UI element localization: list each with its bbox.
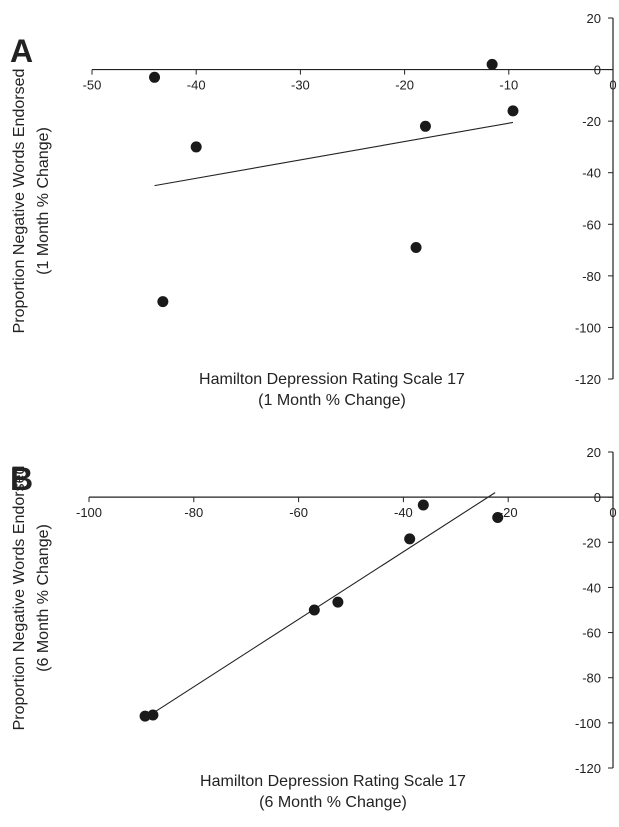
data-point <box>308 604 320 616</box>
x-tick-label: -60 <box>289 505 308 520</box>
trendline <box>154 121 514 187</box>
data-points <box>149 58 519 308</box>
y-axis-label-line1: Proportion Negative Words Endorsed <box>11 466 28 731</box>
x-tick-label: -20 <box>395 78 414 93</box>
x-tick-label: -40 <box>394 505 413 520</box>
y-tick-label: -120 <box>575 761 601 776</box>
data-point <box>419 120 431 132</box>
y-axis-label-line2: (6 Month % Change) <box>35 524 52 672</box>
data-point <box>417 499 429 511</box>
x-axis-label-line2: (6 Month % Change) <box>259 794 407 811</box>
y-tick-label: -60 <box>582 217 601 232</box>
y-tick-label: 20 <box>587 11 601 26</box>
y-axis-label: Proportion Negative Words Endorsed (6 Mo… <box>11 466 52 731</box>
y-tick-label: -100 <box>575 320 601 335</box>
panel-label: B <box>10 461 33 497</box>
x-axis-label: Hamilton Depression Rating Scale 17 (6 M… <box>200 773 466 811</box>
x-tick-label: -80 <box>184 505 203 520</box>
y-tick-label: -40 <box>582 580 601 595</box>
y-tick-label: 20 <box>587 445 601 460</box>
x-tick-label: 0 <box>609 78 616 93</box>
y-tick-label: 0 <box>594 490 601 505</box>
x-tick-label: -30 <box>291 78 310 93</box>
data-point <box>147 709 159 721</box>
y-axis-label: Proportion Negative Words Endorsed (1 Mo… <box>11 69 52 334</box>
trendline-group <box>151 492 496 715</box>
axes: -100 -80 -60 -40 -20 0 20 0 -20 -40 -60 -80 -100 -120 <box>76 445 617 776</box>
data-point <box>486 58 498 70</box>
y-tick-label: -100 <box>575 716 601 731</box>
data-point <box>157 296 169 308</box>
data-point <box>492 511 504 523</box>
y-tick-label: -80 <box>582 671 601 686</box>
trendline-group <box>154 121 514 187</box>
data-point <box>507 105 519 117</box>
x-axis-label-line1: Hamilton Depression Rating Scale 17 <box>199 371 465 388</box>
x-tick-label: -40 <box>187 78 206 93</box>
y-tick-label: -120 <box>575 372 601 387</box>
data-points <box>139 499 504 722</box>
y-axis-label-line1: Proportion Negative Words Endorsed <box>11 69 28 334</box>
y-tick-label: -80 <box>582 269 601 284</box>
panel-b: B Proportion Negative Words Endorsed (6 … <box>10 445 617 811</box>
x-axis-label: Hamilton Depression Rating Scale 17 (1 M… <box>199 371 465 409</box>
y-axis-label-line2: (1 Month % Change) <box>35 127 52 275</box>
trendline <box>151 492 496 715</box>
y-tick-label: -40 <box>582 166 601 181</box>
y-tick-label: -20 <box>582 114 601 129</box>
data-point <box>190 141 202 153</box>
y-tick-label: 0 <box>594 63 601 78</box>
panel-a: A Proportion Negative Words Endorsed (1 … <box>10 11 617 409</box>
data-point <box>332 596 344 608</box>
y-tick-label: -60 <box>582 626 601 641</box>
x-tick-label: -10 <box>499 78 518 93</box>
data-point <box>410 241 422 253</box>
x-axis-label-line1: Hamilton Depression Rating Scale 17 <box>200 773 466 790</box>
x-axis-label-line2: (1 Month % Change) <box>258 392 406 409</box>
x-tick-label: -50 <box>83 78 102 93</box>
data-point <box>149 71 161 83</box>
x-tick-label: -100 <box>76 505 102 520</box>
y-tick-label: -20 <box>582 535 601 550</box>
x-tick-label: -20 <box>499 505 518 520</box>
x-tick-label: 0 <box>609 505 616 520</box>
data-point <box>404 533 416 545</box>
panel-label: A <box>10 33 33 69</box>
